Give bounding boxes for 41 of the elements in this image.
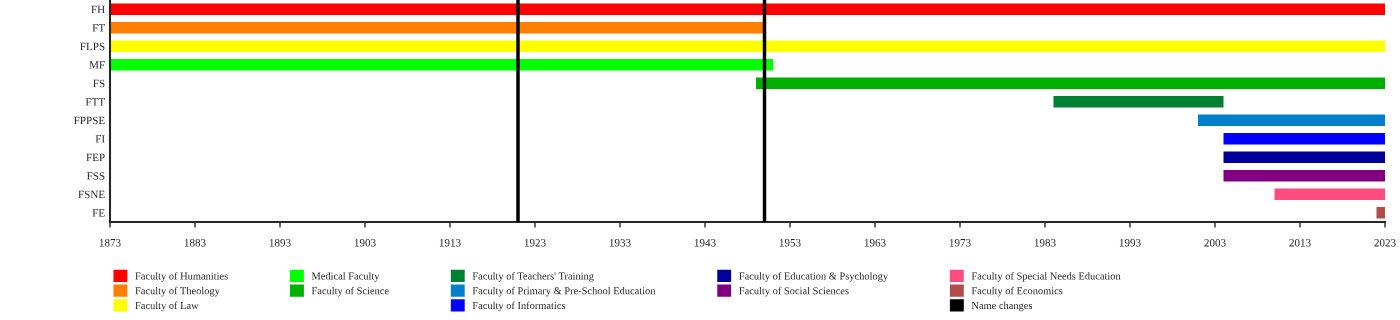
legend-label: Faculty of Science bbox=[311, 286, 389, 297]
legend-label: Medical Faculty bbox=[311, 272, 380, 282]
x-tick-label: 1933 bbox=[609, 239, 631, 247]
legend-label: Faculty of Special Needs Education bbox=[971, 272, 1121, 282]
legend-label: Faculty of Social Sciences bbox=[739, 286, 849, 297]
y-tick-label: FS bbox=[93, 79, 105, 88]
x-tick-label: 1993 bbox=[1119, 239, 1141, 247]
x-tick-label: 1903 bbox=[354, 238, 376, 247]
y-tick-label: FE bbox=[92, 209, 105, 217]
legend-label: Faculty of Primary & Pre-School Education bbox=[472, 286, 656, 297]
x-tick-label: 2023 bbox=[1374, 238, 1396, 247]
y-tick-label: FSNE bbox=[78, 190, 105, 199]
x-tick-label: 1943 bbox=[694, 239, 716, 247]
legend-label: Faculty of Law bbox=[135, 301, 199, 312]
legend-label: Faculty of Humanities bbox=[135, 272, 228, 282]
x-tick-label: 1983 bbox=[1034, 238, 1056, 247]
x-tick-label: 1963 bbox=[864, 239, 886, 247]
legend-label: Faculty of Teachers' Training bbox=[472, 272, 594, 282]
y-tick-label: FPPSE bbox=[73, 116, 105, 125]
x-tick-label: 1893 bbox=[269, 238, 291, 247]
x-tick-label: 2003 bbox=[1204, 238, 1226, 247]
x-tick-label: 1973 bbox=[949, 239, 971, 247]
y-tick-label: FSS bbox=[86, 172, 105, 180]
x-tick-label: 1953 bbox=[779, 239, 801, 247]
x-tick-label: 1923 bbox=[524, 239, 546, 247]
legend-label: Name changes bbox=[971, 301, 1033, 312]
y-tick-label: FI bbox=[95, 135, 105, 143]
x-tick-label: 1913 bbox=[439, 239, 461, 247]
x-tick-label: 2013 bbox=[1289, 238, 1311, 247]
y-tick-label: MF bbox=[89, 61, 105, 69]
legend-label: Faculty of Economics bbox=[971, 286, 1063, 297]
x-tick-label: 1873 bbox=[99, 238, 121, 247]
legend-label: Faculty of Education & Psychology bbox=[739, 272, 889, 282]
y-tick-label: FH bbox=[91, 5, 105, 14]
y-tick-label: FLPS bbox=[80, 42, 105, 51]
legend-label: Faculty of Informatics bbox=[472, 301, 566, 312]
y-tick-label: FTT bbox=[85, 98, 105, 106]
y-tick-label: FT bbox=[92, 24, 105, 32]
legend-label: Faculty of Theology bbox=[135, 286, 220, 297]
y-tick-label: FEP bbox=[86, 153, 105, 162]
x-tick-label: 1883 bbox=[184, 238, 206, 247]
